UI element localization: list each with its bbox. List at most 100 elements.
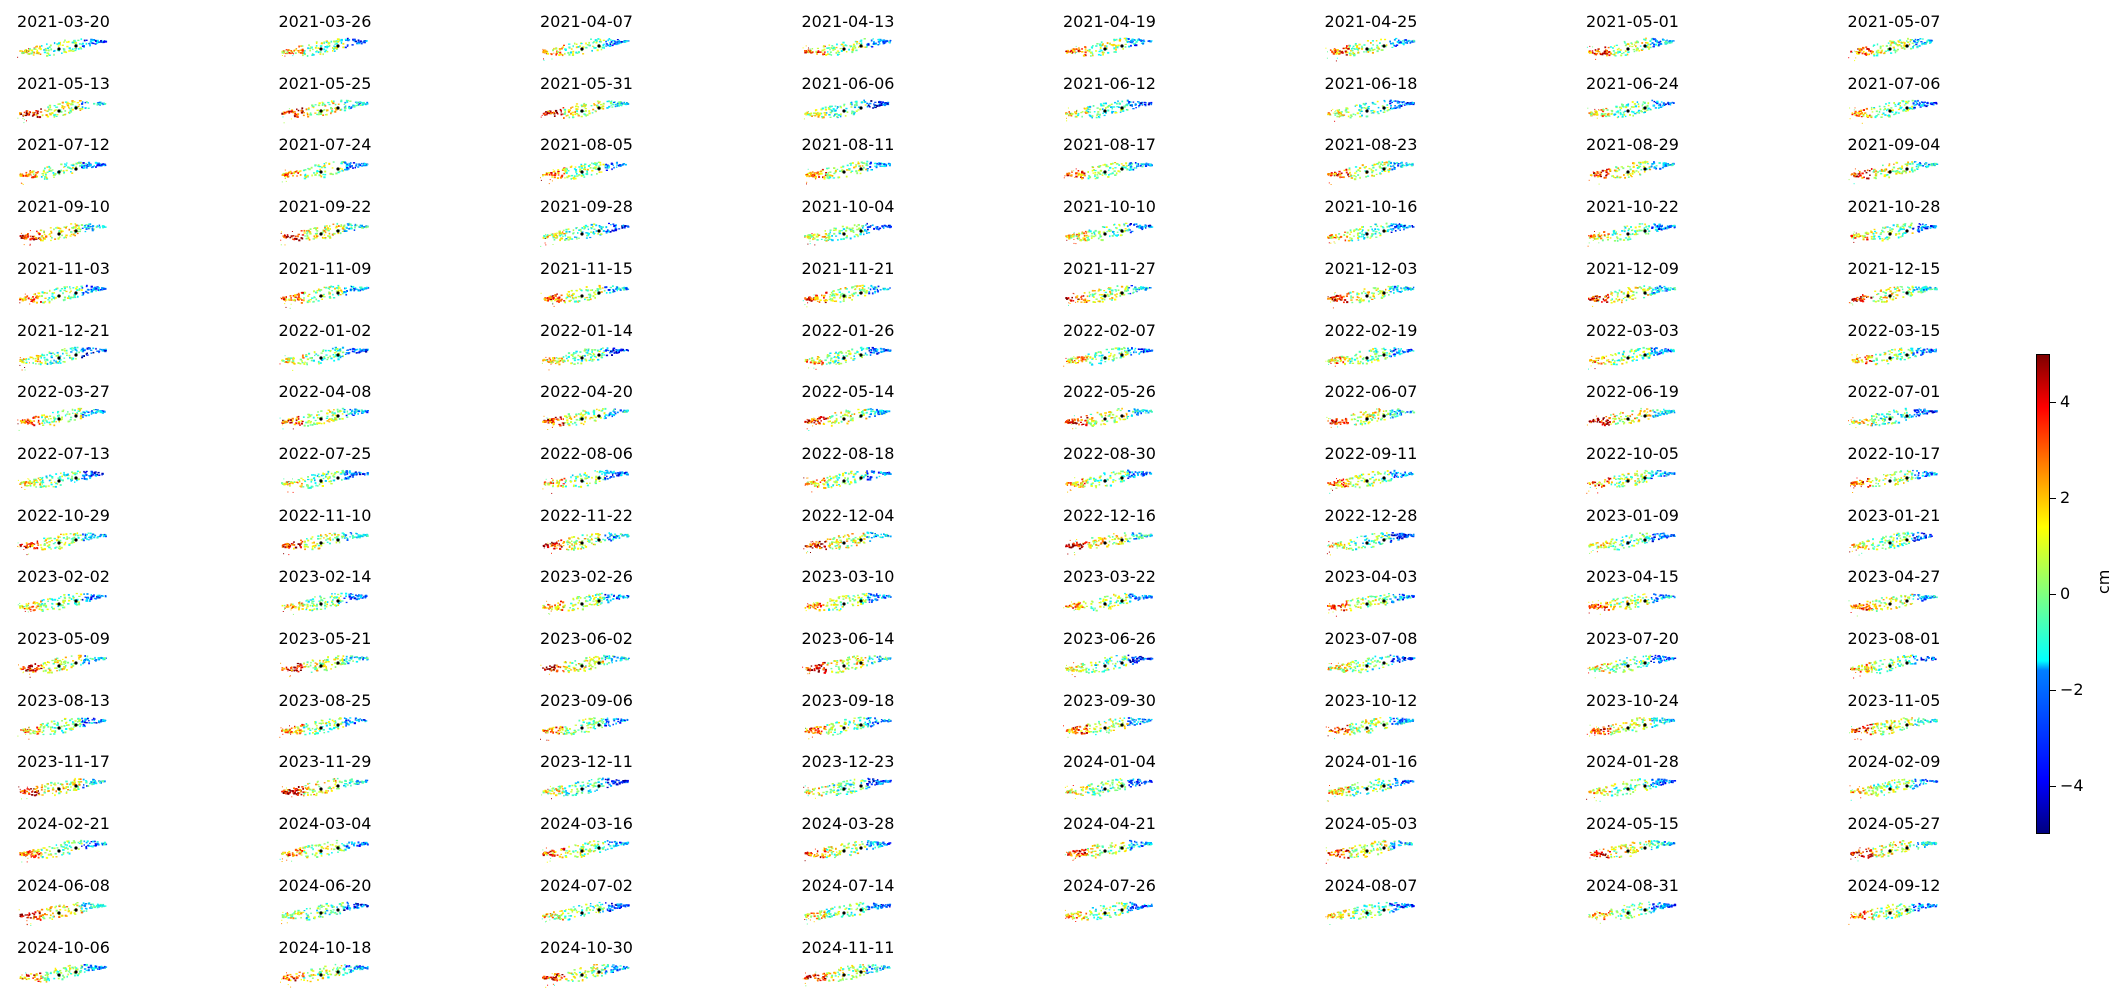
displacement-point xyxy=(1918,162,1921,164)
displacement-point xyxy=(1651,99,1654,101)
displacement-point xyxy=(565,238,568,240)
displacement-point xyxy=(1601,239,1604,242)
displacement-point xyxy=(286,173,289,176)
displacement-point xyxy=(79,163,81,165)
displacement-point xyxy=(353,226,356,229)
displacement-point xyxy=(63,166,65,169)
displacement-point xyxy=(1911,42,1914,44)
displacement-point xyxy=(280,231,282,233)
displacement-point xyxy=(617,42,620,45)
displacement-point xyxy=(567,170,570,172)
reference-point xyxy=(597,167,601,171)
displacement-point xyxy=(322,42,325,44)
displacement-point xyxy=(588,41,590,44)
displacement-point xyxy=(1605,107,1608,109)
displacement-point xyxy=(59,230,62,233)
displacement-point xyxy=(575,171,578,174)
displacement-point xyxy=(1614,55,1617,57)
displacement-point xyxy=(616,40,619,43)
displacement-point xyxy=(1337,238,1340,241)
displacement-point xyxy=(1400,223,1402,226)
reference-point xyxy=(318,47,323,51)
displacement-point xyxy=(883,103,886,106)
displacement-point xyxy=(590,223,593,226)
displacement-point xyxy=(564,169,566,172)
displacement-point xyxy=(1099,47,1102,49)
displacement-point xyxy=(827,235,829,238)
displacement-point xyxy=(1878,170,1881,172)
displacement-point xyxy=(312,106,314,108)
displacement-point xyxy=(1878,105,1880,107)
displacement-point xyxy=(20,183,22,185)
displacement-point xyxy=(48,104,52,106)
displacement-point xyxy=(1403,225,1406,227)
reference-point xyxy=(1103,109,1107,113)
displacement-point xyxy=(1861,52,1864,55)
displacement-point xyxy=(1656,225,1659,228)
displacement-point xyxy=(878,103,881,106)
displacement-point xyxy=(1913,161,1916,163)
displacement-point xyxy=(1077,170,1080,172)
displacement-point xyxy=(1670,102,1673,104)
displacement-point xyxy=(72,164,75,167)
displacement-point xyxy=(806,51,809,53)
displacement-point xyxy=(880,39,883,42)
displacement-point xyxy=(854,49,858,52)
displacement-point xyxy=(1123,105,1126,108)
displacement-point xyxy=(1125,37,1128,40)
displacement-point xyxy=(836,50,839,52)
displacement-point xyxy=(1853,183,1855,185)
panel: 2021-05-01 xyxy=(1586,13,1826,73)
displacement-point xyxy=(1080,176,1082,179)
displacement-point xyxy=(1612,47,1614,49)
displacement-point xyxy=(1084,239,1087,242)
displacement-point xyxy=(1932,163,1935,166)
displacement-point xyxy=(1653,100,1655,102)
displacement-point xyxy=(1327,111,1330,114)
displacement-point xyxy=(832,232,835,235)
displacement-point xyxy=(1126,108,1129,111)
displacement-point xyxy=(1857,176,1860,178)
displacement-point xyxy=(565,172,568,174)
displacement-point xyxy=(291,52,293,54)
displacement-point xyxy=(1397,226,1400,229)
displacement-point xyxy=(873,106,877,108)
displacement-point xyxy=(1396,225,1399,227)
displacement-point xyxy=(1356,237,1359,240)
displacement-point xyxy=(1351,51,1354,54)
displacement-point xyxy=(1353,48,1356,50)
displacement-point xyxy=(1910,106,1913,108)
displacement-point xyxy=(1616,110,1620,112)
displacement-point xyxy=(842,103,845,105)
displacement-point xyxy=(1648,166,1651,169)
displacement-point xyxy=(1874,170,1877,173)
displacement-point xyxy=(1856,48,1859,50)
displacement-point xyxy=(886,101,889,103)
displacement-point xyxy=(827,234,830,237)
displacement-point xyxy=(589,164,592,166)
displacement-point xyxy=(1334,242,1335,244)
reference-point xyxy=(858,167,863,171)
displacement-point xyxy=(1629,113,1631,116)
displacement-point xyxy=(36,111,39,113)
displacement-point xyxy=(1073,242,1075,244)
displacement-point xyxy=(293,171,295,174)
displacement-point xyxy=(1108,169,1110,172)
displacement-point xyxy=(1656,101,1659,104)
displacement-point xyxy=(1861,46,1864,49)
displacement-point xyxy=(290,109,293,112)
displacement-point xyxy=(1646,104,1649,107)
displacement-point xyxy=(83,224,87,227)
displacement-point xyxy=(290,118,292,120)
displacement-point xyxy=(827,107,830,110)
displacement-point xyxy=(1134,42,1137,45)
displacement-point xyxy=(303,53,305,56)
displacement-point xyxy=(1620,166,1623,168)
displacement-point xyxy=(336,222,338,225)
displacement-point xyxy=(803,50,806,52)
displacement-point xyxy=(1667,41,1670,43)
displacement-point xyxy=(1597,113,1599,115)
displacement-point xyxy=(1116,227,1118,230)
displacement-point xyxy=(1632,162,1634,165)
displacement-point xyxy=(80,43,83,45)
